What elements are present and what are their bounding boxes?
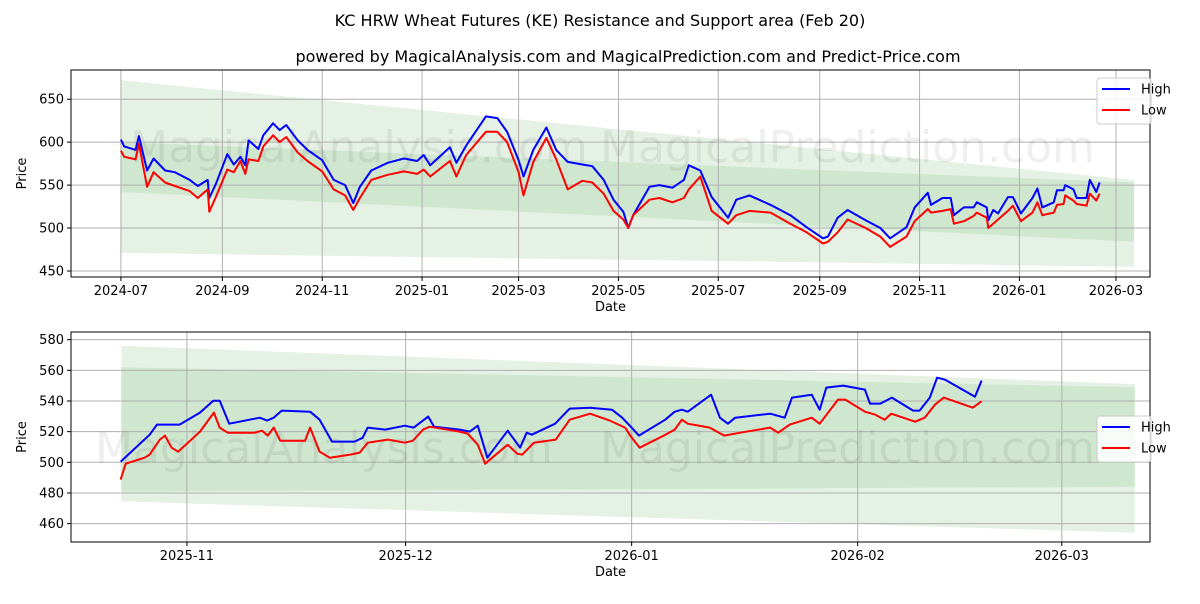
y-tick-label: 560 xyxy=(39,364,64,379)
x-tick-label: 2025-07 xyxy=(691,284,745,299)
series-line-low xyxy=(119,396,983,480)
inner-band xyxy=(121,367,1135,492)
x-tick-label: 2025-05 xyxy=(591,284,645,299)
x-tick-label: 2025-11 xyxy=(892,284,946,299)
watermark-text: MagicalAnalysis.com xyxy=(130,122,588,173)
y-tick-label: 550 xyxy=(39,179,64,194)
y-tick-label: 520 xyxy=(39,425,64,440)
y-tick-label: 480 xyxy=(39,486,64,501)
inner-band xyxy=(120,142,1134,242)
legend-label-high: High xyxy=(1141,421,1171,436)
chart-subtitle: powered by MagicalAnalysis.com and Magic… xyxy=(295,47,960,66)
x-tick-label: 2026-02 xyxy=(830,549,884,564)
y-tick-label: 500 xyxy=(39,222,64,237)
x-axis-label: Date xyxy=(595,565,626,580)
y-tick-label: 650 xyxy=(39,93,64,108)
bottom-chart: 2025-11 2025-12 2026-01 2026-02 2026-03 460 48… xyxy=(15,331,1171,580)
watermark-text: MagicalPrediction.com xyxy=(600,423,1095,474)
legend-label-low: Low xyxy=(1141,104,1167,119)
x-tick-label: 2026-01 xyxy=(992,284,1046,299)
x-tick-label: 2025-11 xyxy=(160,549,214,564)
series-line-low xyxy=(120,130,1101,248)
x-tick-label: 2025-09 xyxy=(793,284,847,299)
legend: High Low xyxy=(1096,415,1171,463)
watermark-text: MagicalPrediction.com xyxy=(600,122,1095,173)
x-tick-label: 2026-03 xyxy=(1089,284,1143,299)
legend: High Low xyxy=(1096,77,1171,125)
legend-label-low: Low xyxy=(1141,442,1167,457)
legend-label-high: High xyxy=(1141,83,1171,98)
y-tick-label: 450 xyxy=(39,264,64,279)
y-tick-label: 500 xyxy=(39,456,64,471)
x-tick-label: 2024-09 xyxy=(195,284,249,299)
x-tick-label: 2025-01 xyxy=(395,284,449,299)
series-line-high xyxy=(120,115,1101,240)
x-tick-label: 2025-03 xyxy=(491,284,545,299)
x-tick-label: 2025-12 xyxy=(378,549,432,564)
x-tick-label: 2024-07 xyxy=(94,284,148,299)
y-axis-label: Price xyxy=(15,421,30,453)
x-tick-label: 2024-11 xyxy=(295,284,349,299)
x-tick-label: 2026-03 xyxy=(1035,549,1089,564)
top-chart: 2024-07 2024-09 2024-11 2025-01 2025-03 2025-… xyxy=(15,69,1171,315)
y-axis-label: Price xyxy=(15,158,30,190)
y-tick-label: 540 xyxy=(39,394,64,409)
y-tick-label: 600 xyxy=(39,136,64,151)
series-line-high xyxy=(119,376,983,463)
y-tick-label: 580 xyxy=(39,333,64,348)
y-tick-label: 460 xyxy=(39,517,64,532)
axes-frame xyxy=(70,69,1151,278)
x-axis-label: Date xyxy=(595,300,626,315)
chart-title: KC HRW Wheat Futures (KE) Resistance and… xyxy=(335,11,866,30)
x-tick-label: 2026-01 xyxy=(604,549,658,564)
